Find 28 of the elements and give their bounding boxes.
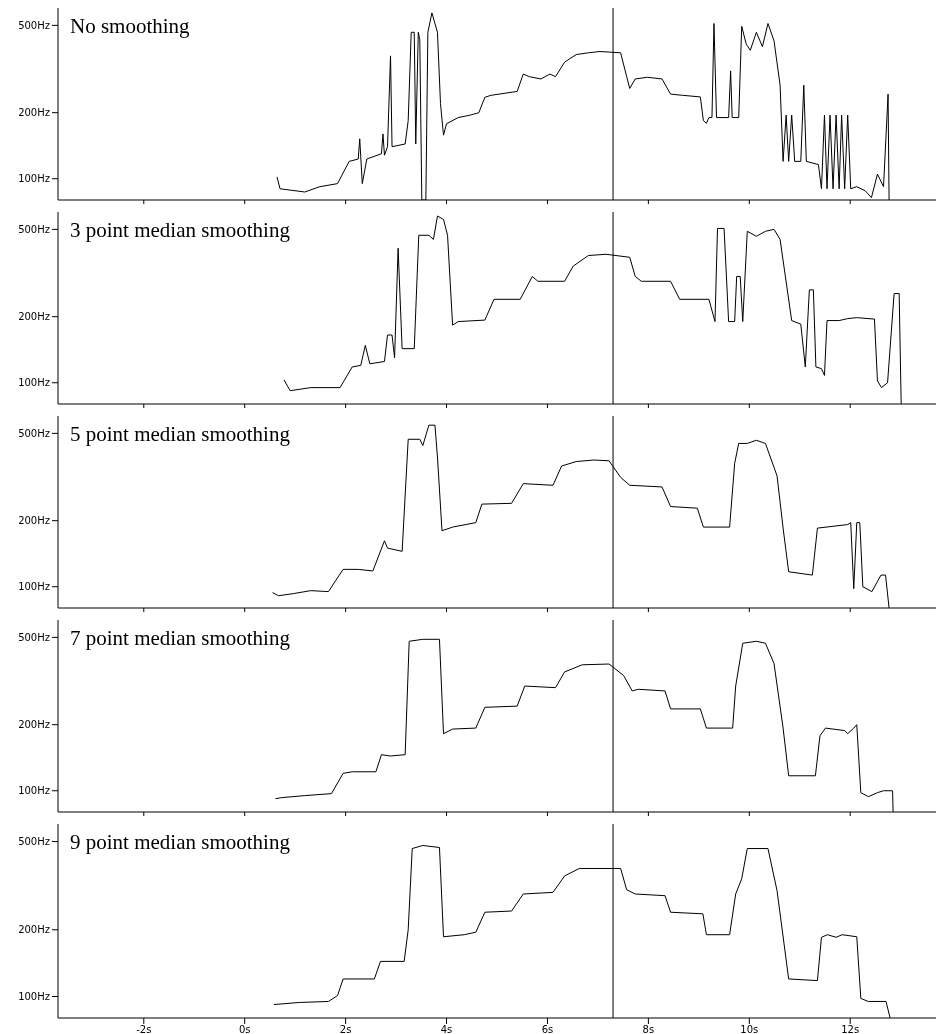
y-tick-label: 500Hz: [18, 19, 50, 31]
y-tick-label: 200Hz: [18, 311, 50, 323]
x-tick-label: 4s: [440, 1024, 453, 1034]
chart-title: 5 point median smoothing: [70, 422, 290, 447]
y-tick-label: 100Hz: [18, 173, 50, 185]
y-tick-label: 500Hz: [18, 631, 50, 643]
y-tick-label: 100Hz: [18, 581, 50, 593]
x-tick-label: 10s: [740, 1024, 759, 1034]
chart-title: 3 point median smoothing: [70, 218, 290, 243]
chart-title: 7 point median smoothing: [70, 626, 290, 651]
y-tick-label: 100Hz: [18, 991, 50, 1003]
y-tick-label: 200Hz: [18, 719, 50, 731]
y-tick-label: 500Hz: [18, 427, 50, 439]
x-tick-label: 6s: [541, 1024, 554, 1034]
y-tick-label: 200Hz: [18, 515, 50, 527]
y-tick-label: 200Hz: [18, 107, 50, 119]
chart-title: 9 point median smoothing: [70, 830, 290, 855]
x-tick-label: -2s: [136, 1024, 152, 1034]
y-tick-label: 100Hz: [18, 377, 50, 389]
x-tick-label: 12s: [841, 1024, 860, 1034]
x-tick-label: 2s: [339, 1024, 352, 1034]
y-tick-label: 500Hz: [18, 223, 50, 235]
y-tick-label: 100Hz: [18, 785, 50, 797]
y-tick-label: 200Hz: [18, 924, 50, 936]
y-tick-label: 500Hz: [18, 836, 50, 848]
x-tick-label: 8s: [642, 1024, 655, 1034]
x-tick-label: 0s: [238, 1024, 251, 1034]
chart-title: No smoothing: [70, 14, 190, 39]
